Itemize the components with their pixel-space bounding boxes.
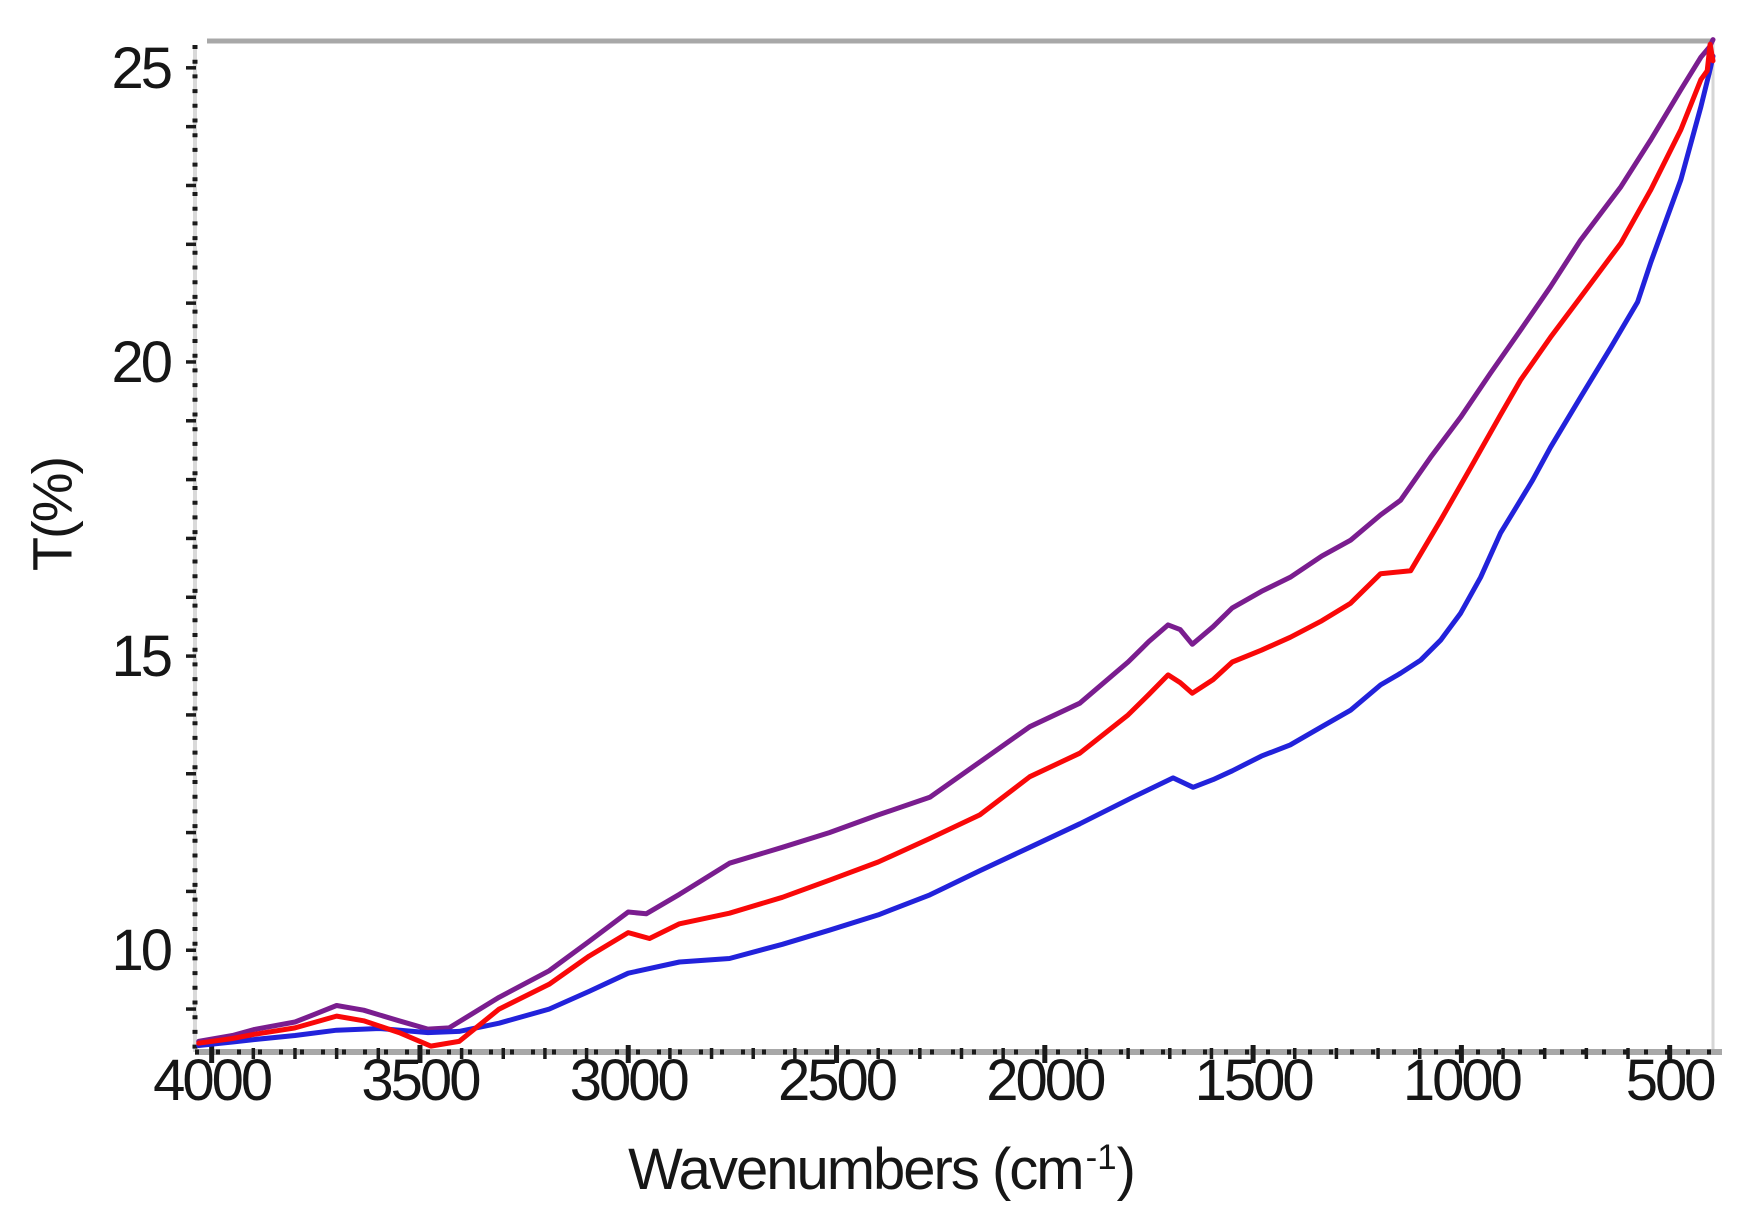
y-tick-label: 10 — [111, 918, 170, 983]
x-axis-title-superscript: -1 — [1085, 1137, 1117, 1177]
spectra-curves — [196, 37, 1716, 1049]
x-tick-label: 3000 — [570, 1048, 688, 1113]
x-tick-label: 1500 — [1195, 1048, 1313, 1113]
x-tick-label: 2000 — [986, 1048, 1104, 1113]
y-axis-title: T(%) — [20, 457, 84, 572]
x-tick-label: 2500 — [778, 1048, 896, 1113]
x-tick-label: 4000 — [153, 1048, 271, 1113]
y-tick-label: 15 — [111, 624, 170, 689]
blue-spectrum-curve — [196, 53, 1716, 1048]
purple-spectrum-curve — [196, 37, 1716, 1044]
x-tick-label: 500 — [1626, 1048, 1715, 1113]
x-tick-label: 3500 — [361, 1048, 479, 1113]
x-tick-label: 1000 — [1403, 1048, 1521, 1113]
y-tick-label: 20 — [111, 330, 170, 395]
x-axis-title-main: Wavenumbers (cm — [628, 1137, 1085, 1202]
x-axis-title-close-paren: ) — [1116, 1137, 1136, 1202]
x-axis-title: Wavenumbers (cm-1) — [0, 1136, 1762, 1203]
red-spectrum-curve — [196, 41, 1716, 1049]
y-tick-label: 25 — [111, 36, 170, 101]
